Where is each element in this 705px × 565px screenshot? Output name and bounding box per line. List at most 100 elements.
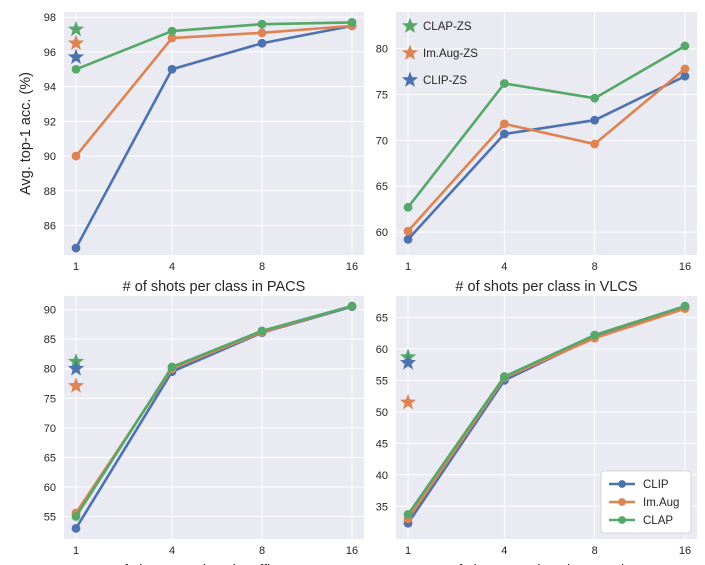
data-point: [347, 301, 357, 311]
x-tick-label: 16: [679, 545, 691, 557]
y-tick-label: 70: [376, 135, 388, 147]
data-point: [590, 139, 600, 149]
series-clap: [403, 301, 690, 519]
series-im-aug: [403, 64, 690, 236]
plot-area: [64, 296, 364, 539]
legend-marker-icon: [618, 516, 626, 524]
y-tick-label: 80: [44, 364, 56, 376]
y-tick-label: 55: [44, 512, 56, 524]
legend-marker-icon: [618, 498, 626, 506]
y-tick-label: 92: [44, 116, 56, 128]
y-tick-label: 75: [44, 393, 56, 405]
y-tick-label: 65: [376, 312, 388, 324]
x-tick-label: 4: [501, 545, 507, 557]
series-clap: [71, 18, 357, 74]
series-clip: [403, 71, 690, 244]
data-point: [403, 510, 413, 519]
y-tick-label: 98: [44, 12, 56, 24]
panel-vlcs: 60 65 70 75 80 1 4 8 16 # of shots per class in V…: [376, 12, 697, 295]
y-tick-label: 94: [44, 82, 56, 94]
data-point: [499, 79, 509, 88]
series-clap: [71, 301, 357, 521]
data-point: [167, 64, 177, 74]
series-line: [74, 24, 353, 157]
x-tick-label: 4: [501, 261, 507, 273]
plot-area: [64, 12, 364, 255]
data-point: [403, 235, 413, 244]
data-point: [71, 523, 81, 533]
x-axis-label: # of shots per class in OfficeHome: [104, 563, 325, 565]
y-tick-label: 75: [376, 90, 388, 102]
x-axis-label: # of shots per class in DomainNet: [438, 563, 655, 565]
zero-shot-star-im-aug-zs: [67, 377, 85, 393]
zero-shot-star-im-aug-zs: [399, 393, 417, 410]
y-tick-label: 65: [44, 452, 56, 464]
legend-star-icon: [401, 71, 419, 87]
y-tick-label: 60: [44, 482, 56, 494]
legend-marker-icon: [618, 480, 626, 488]
y-tick-label: 90: [44, 151, 56, 163]
y-tick-label: 45: [376, 438, 388, 450]
data-point: [347, 18, 357, 27]
legend-label: CLAP: [643, 515, 673, 527]
y-tick-label: 86: [44, 220, 56, 232]
zero-shot-star-clap-zs: [67, 20, 85, 37]
series-line: [407, 67, 686, 233]
legend-star-icon: [401, 44, 419, 60]
data-point: [167, 26, 177, 36]
series-line: [74, 24, 353, 249]
x-tick-label: 1: [73, 545, 79, 557]
x-tick-label: 16: [679, 261, 691, 273]
x-tick-label: 8: [592, 261, 598, 273]
data-point: [680, 64, 690, 74]
zero-shot-legend: CLAP-ZS Im.Aug-ZS CLIP-ZS: [401, 17, 478, 87]
x-axis-label: # of shots per class in VLCS: [455, 279, 637, 295]
data-point: [499, 119, 509, 129]
panel-officehome: 55 60 65 70 75 80 85 90 1 4 8 16 # of shots per clas…: [44, 296, 364, 565]
zero-shot-star-clip-zs: [67, 360, 85, 376]
data-point: [257, 326, 267, 336]
y-tick-label: 70: [44, 423, 56, 435]
y-tick-label: 50: [376, 407, 388, 419]
series-line: [74, 304, 353, 518]
x-tick-label: 1: [405, 545, 411, 557]
data-point: [71, 151, 81, 161]
legend-label: Im.Aug: [643, 497, 679, 509]
series-line: [406, 307, 686, 520]
data-point: [590, 330, 600, 340]
zero-shot-star-clip-zs: [67, 48, 85, 65]
data-point: [257, 19, 267, 29]
legend-label: Im.Aug-ZS: [423, 48, 478, 60]
y-tick-label: 40: [376, 470, 388, 482]
zero-shot-star-im-aug-zs: [67, 34, 85, 51]
x-tick-label: 8: [259, 545, 265, 557]
y-tick-label: 80: [376, 44, 388, 56]
x-axis-label: # of shots per class in PACS: [123, 279, 306, 295]
legend-label: CLAP-ZS: [423, 21, 472, 33]
data-point: [167, 362, 177, 372]
data-point: [499, 372, 509, 381]
x-tick-label: 4: [169, 545, 175, 557]
panel-domainnet: 35 40 45 50 55 60 65 1 4 8 16 # of shots per class …: [376, 296, 697, 565]
y-tick-label: 60: [376, 227, 388, 239]
data-point: [403, 202, 413, 212]
data-point: [590, 115, 600, 125]
series-line: [407, 44, 686, 209]
y-tick-label: 96: [44, 47, 56, 59]
legend-label: CLIP-ZS: [423, 75, 467, 87]
y-tick-label: 55: [376, 375, 388, 387]
panel-pacs: 86 88 90 92 94 96 98 1 4 8 16 # of shots per class …: [18, 12, 364, 295]
data-point: [71, 512, 81, 521]
x-tick-label: 4: [169, 261, 175, 273]
series-line: [406, 304, 686, 516]
y-tick-label: 35: [376, 501, 388, 513]
x-tick-label: 16: [346, 545, 358, 557]
zero-shot-star-clip-zs: [399, 354, 417, 370]
data-point: [680, 301, 690, 311]
data-point: [71, 243, 81, 253]
y-tick-label: 85: [44, 334, 56, 346]
y-tick-label: 60: [376, 344, 388, 356]
x-tick-label: 8: [592, 545, 598, 557]
legend-star-icon: [401, 17, 419, 33]
